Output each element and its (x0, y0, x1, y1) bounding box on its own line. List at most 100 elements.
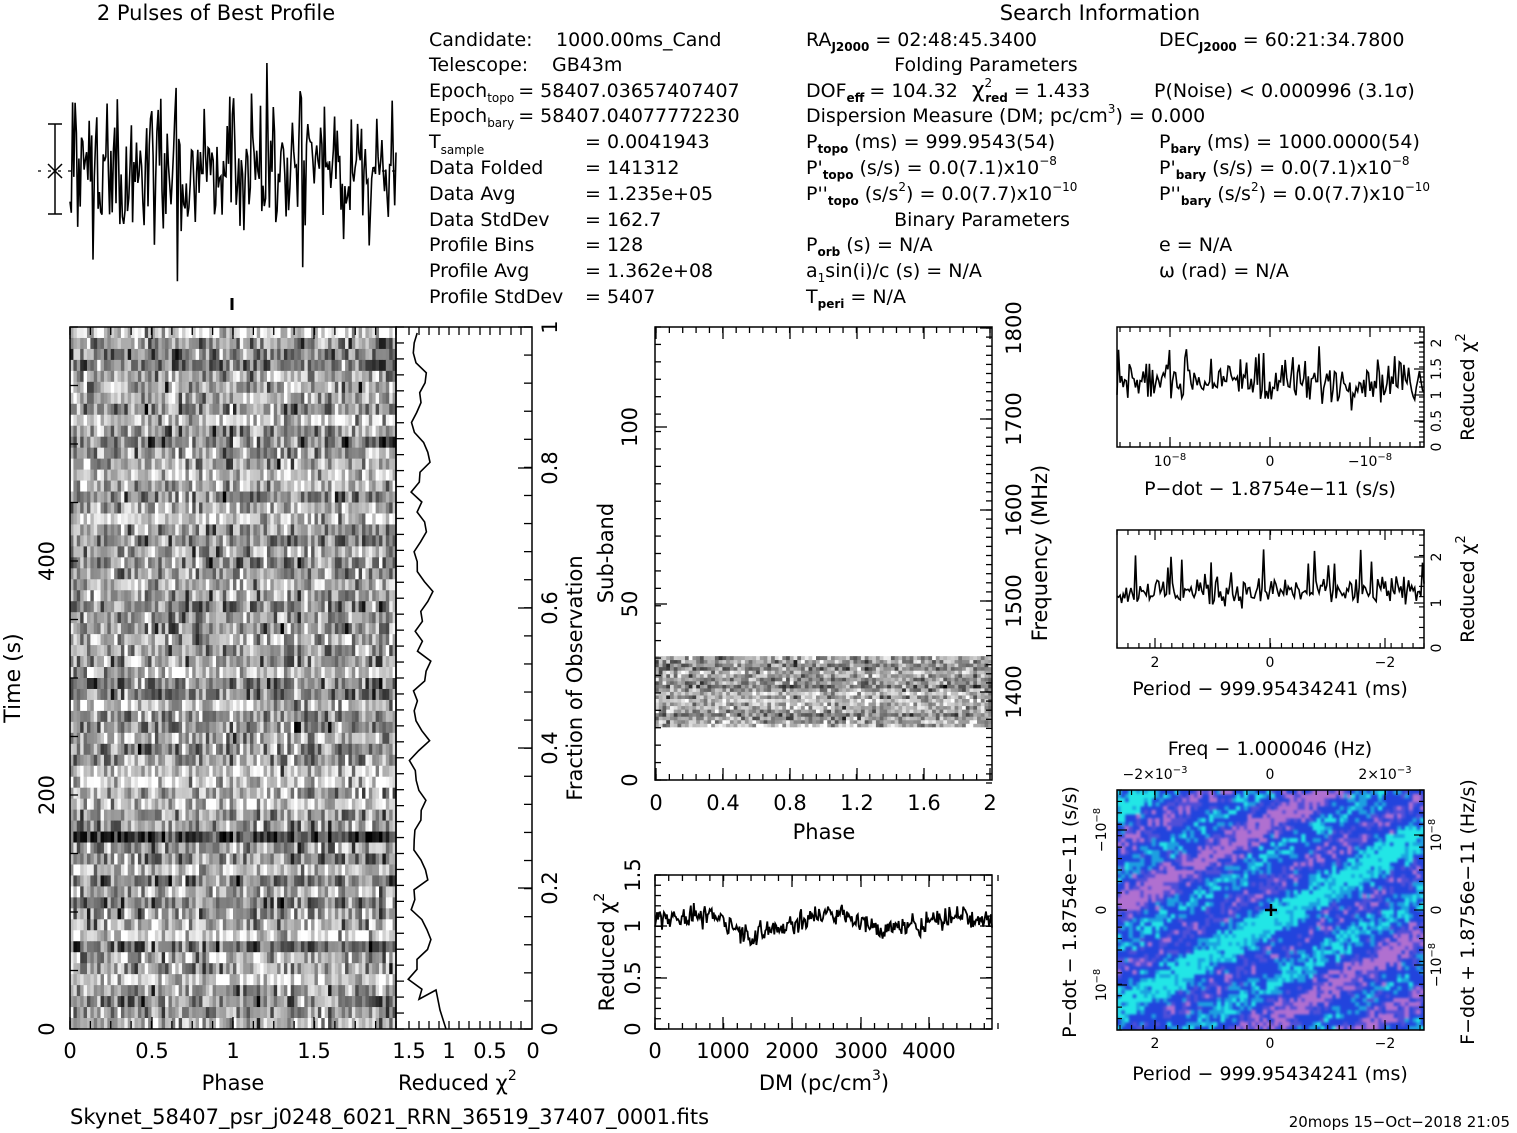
svg-text:Data Avg= 1.235e+05: Data Avg = 1.235e+05 (429, 183, 713, 205)
pd-ytick: 2 (1429, 339, 1445, 348)
tp-ytick: 0 (35, 1022, 59, 1035)
tc-xtick: 0.5 (473, 1039, 506, 1063)
pd-xtick: 10−8 (1154, 452, 1187, 470)
best-fit-marker (1265, 904, 1277, 916)
pp-xlabel: Period − 999.95434241 (ms) (1132, 1063, 1408, 1085)
sb-rtick: 1400 (1002, 665, 1026, 718)
footer-filename: Skynet_58407_psr_j0248_6021_RRN_36519_37… (70, 1105, 709, 1130)
pp-ytick: −10−8 (1092, 808, 1110, 852)
tc-xtick: 1 (442, 1039, 455, 1063)
pp-ytick: 10−8 (1092, 969, 1110, 1002)
pp-rtick: 10−8 (1427, 819, 1445, 852)
svg-text:Profile Bins= 128: Profile Bins = 128 (429, 234, 643, 256)
pp-toptick: −2×10−3 (1123, 765, 1188, 783)
time-chi2-panel: 1.5 1 0.5 0 Reduced χ2 0 0.2 0.4 0.6 0.8… (392, 320, 587, 1095)
svg-text:Dispersion Measure (DM; pc/cm3: Dispersion Measure (DM; pc/cm3) = 0.000 (806, 102, 1205, 127)
pd-ytick: 0 (1429, 443, 1445, 452)
dm-xtick: 1000 (696, 1039, 749, 1063)
svg-text:e = N/A: e = N/A (1159, 234, 1232, 256)
pp-xtick: 2 (1151, 1036, 1160, 1052)
pd-xtick: −10−8 (1348, 452, 1392, 470)
pc-xtick: −2 (1375, 655, 1396, 671)
tc-ytick: 0.8 (538, 451, 562, 484)
svg-text:Profile StdDev= 5407: Profile StdDev = 5407 (429, 286, 655, 308)
profile-line (69, 62, 397, 282)
svg-text:Data StdDev= 162.7: Data StdDev = 162.7 (429, 209, 661, 231)
pp-xtick: 0 (1266, 1036, 1275, 1052)
svg-text:P''topo(s/s2) = 0.0(7.7)x10−10: P''topo (s/s2) = 0.0(7.7)x10−10 (806, 180, 1077, 208)
tc-ytick: 0.2 (538, 871, 562, 904)
sb-ytick: 50 (618, 591, 642, 618)
tc-ytick: 0.4 (538, 731, 562, 764)
sb-xtick: 1.2 (840, 791, 873, 815)
sb-xlabel: Phase (793, 820, 856, 844)
tc-xlabel: Reduced χ2 (398, 1068, 517, 1095)
time-chi2-line (407, 332, 447, 1030)
folding-title: Folding Parameters (894, 54, 1077, 76)
svg-text:P'bary(s/s) = 0.0(7.1)x10−8: P'bary (s/s) = 0.0(7.1)x10−8 (1159, 154, 1410, 182)
sb-xtick: 2 (983, 791, 996, 815)
pd-xtick: 0 (1266, 454, 1275, 470)
pd-ytick: 0.5 (1429, 410, 1445, 432)
pc-ytick: 2 (1429, 553, 1445, 562)
sb-ylabel: Sub-band (594, 503, 618, 603)
sb-xtick: 0 (649, 791, 662, 815)
sb-rtick: 1800 (1002, 301, 1026, 354)
pp-rtick: −10−8 (1427, 943, 1445, 987)
tp-ylabel: Time (s) (1, 633, 26, 723)
dm-chi2-panel: 0 1000 2000 3000 4000 DM (pc/cm3) 0 0.5 … (592, 858, 999, 1095)
sb-xtick: 0.8 (773, 791, 806, 815)
sb-xtick: 1.6 (907, 791, 940, 815)
pp-toptick: 0 (1266, 767, 1275, 783)
dm-xtick: 0 (648, 1039, 661, 1063)
tp-xtick: 0 (63, 1039, 76, 1063)
tc-right-label: Fraction of Observation (563, 555, 587, 800)
pd-ylabel: Reduced χ2 (1454, 333, 1479, 441)
pp-right-label: F−dot + 1.8756e−11 (Hz/s) (1457, 779, 1479, 1045)
subband-phase-panel: 0 0.4 0.8 1.2 1.6 2 Phase 0 50 100 Sub-b… (594, 301, 1052, 844)
time-phase-image (70, 327, 397, 1030)
pc-xtick: 2 (1151, 655, 1160, 671)
period-chi2-panel: 2 0 −2 Period − 999.95434241 (ms) 0 1 2 … (1116, 529, 1479, 700)
sb-rtick: 1700 (1002, 392, 1026, 445)
pd-xlabel: P−dot − 1.8754e−11 (s/s) (1144, 478, 1396, 500)
time-phase-panel: 0 0.5 1 1.5 Phase 0 200 400 Time (s) (1, 326, 397, 1095)
profile-errorbar (47, 123, 63, 215)
dm-ytick: 0.5 (621, 961, 645, 994)
svg-text:P'topo(s/s) = 0.0(7.1)x10−8: P'topo (s/s) = 0.0(7.1)x10−8 (806, 154, 1057, 182)
svg-text:ω (rad) = N/A: ω (rad) = N/A (1159, 260, 1289, 282)
dm-xtick: 2000 (765, 1039, 818, 1063)
pp-toptick: 2×10−3 (1358, 765, 1411, 783)
pc-ylabel: Reduced χ2 (1454, 535, 1479, 643)
svg-text:RAJ2000= 02:48:45.3400: RAJ2000 = 02:48:45.3400 (806, 29, 1037, 54)
period-pdot-panel: Freq − 1.000046 (Hz) −2×10−3 0 2×10−3 2 … (1059, 738, 1479, 1085)
svg-text:Porb(s) = N/A: Porb (s) = N/A (806, 234, 933, 259)
tp-xlabel: Phase (202, 1071, 265, 1095)
svg-text:Ptopo(ms) = 999.9543(54): Ptopo (ms) = 999.9543(54) (806, 131, 1055, 156)
tc-xtick: 1.5 (392, 1039, 425, 1063)
sb-right-label: Frequency (MHz) (1028, 465, 1052, 641)
svg-text:a1sin(i)/c (s) = N/A: a1sin(i)/c (s) = N/A (806, 260, 982, 285)
subband-image (655, 656, 993, 728)
svg-text:P''bary(s/s2) = 0.0(7.7)x10−10: P''bary (s/s2) = 0.0(7.7)x10−10 (1159, 180, 1430, 208)
tc-xtick: 0 (526, 1039, 539, 1063)
pp-xtick: −2 (1375, 1036, 1396, 1052)
pdot-chi2-panel: 10−8 0 −10−8 P−dot − 1.8754e−11 (s/s) 0 … (1116, 326, 1479, 500)
pp-top-label: Freq − 1.000046 (Hz) (1168, 738, 1372, 760)
dm-xtick: 3000 (834, 1039, 887, 1063)
search-title: Search Information (1000, 1, 1200, 25)
pc-xlabel: Period − 999.95434241 (ms) (1132, 678, 1408, 700)
tc-ytick: 1 (538, 320, 562, 333)
period-chi2-line (1116, 549, 1425, 609)
pd-ytick: 1.5 (1429, 358, 1445, 380)
tp-xtick: 1 (226, 1039, 239, 1063)
svg-text:DECJ2000= 60:21:34.7800: DECJ2000 = 60:21:34.7800 (1159, 29, 1404, 54)
sb-ytick: 100 (618, 407, 642, 447)
dm-ytick: 1 (621, 919, 645, 932)
search-info: RAJ2000 = 02:48:45.3400 DECJ2000 = 60:21:3… (805, 29, 1430, 311)
pdot-chi2-line (1116, 346, 1425, 411)
svg-text:Data Folded= 141312: Data Folded = 141312 (429, 157, 680, 179)
pp-ylabel: P−dot − 1.8754e−11 (s/s) (1059, 786, 1081, 1038)
svg-text:Pbary(ms) = 1000.0000(54): Pbary (ms) = 1000.0000(54) (1159, 131, 1420, 156)
